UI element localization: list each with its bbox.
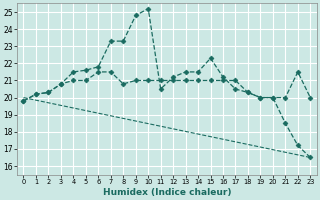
X-axis label: Humidex (Indice chaleur): Humidex (Indice chaleur) [103,188,231,197]
